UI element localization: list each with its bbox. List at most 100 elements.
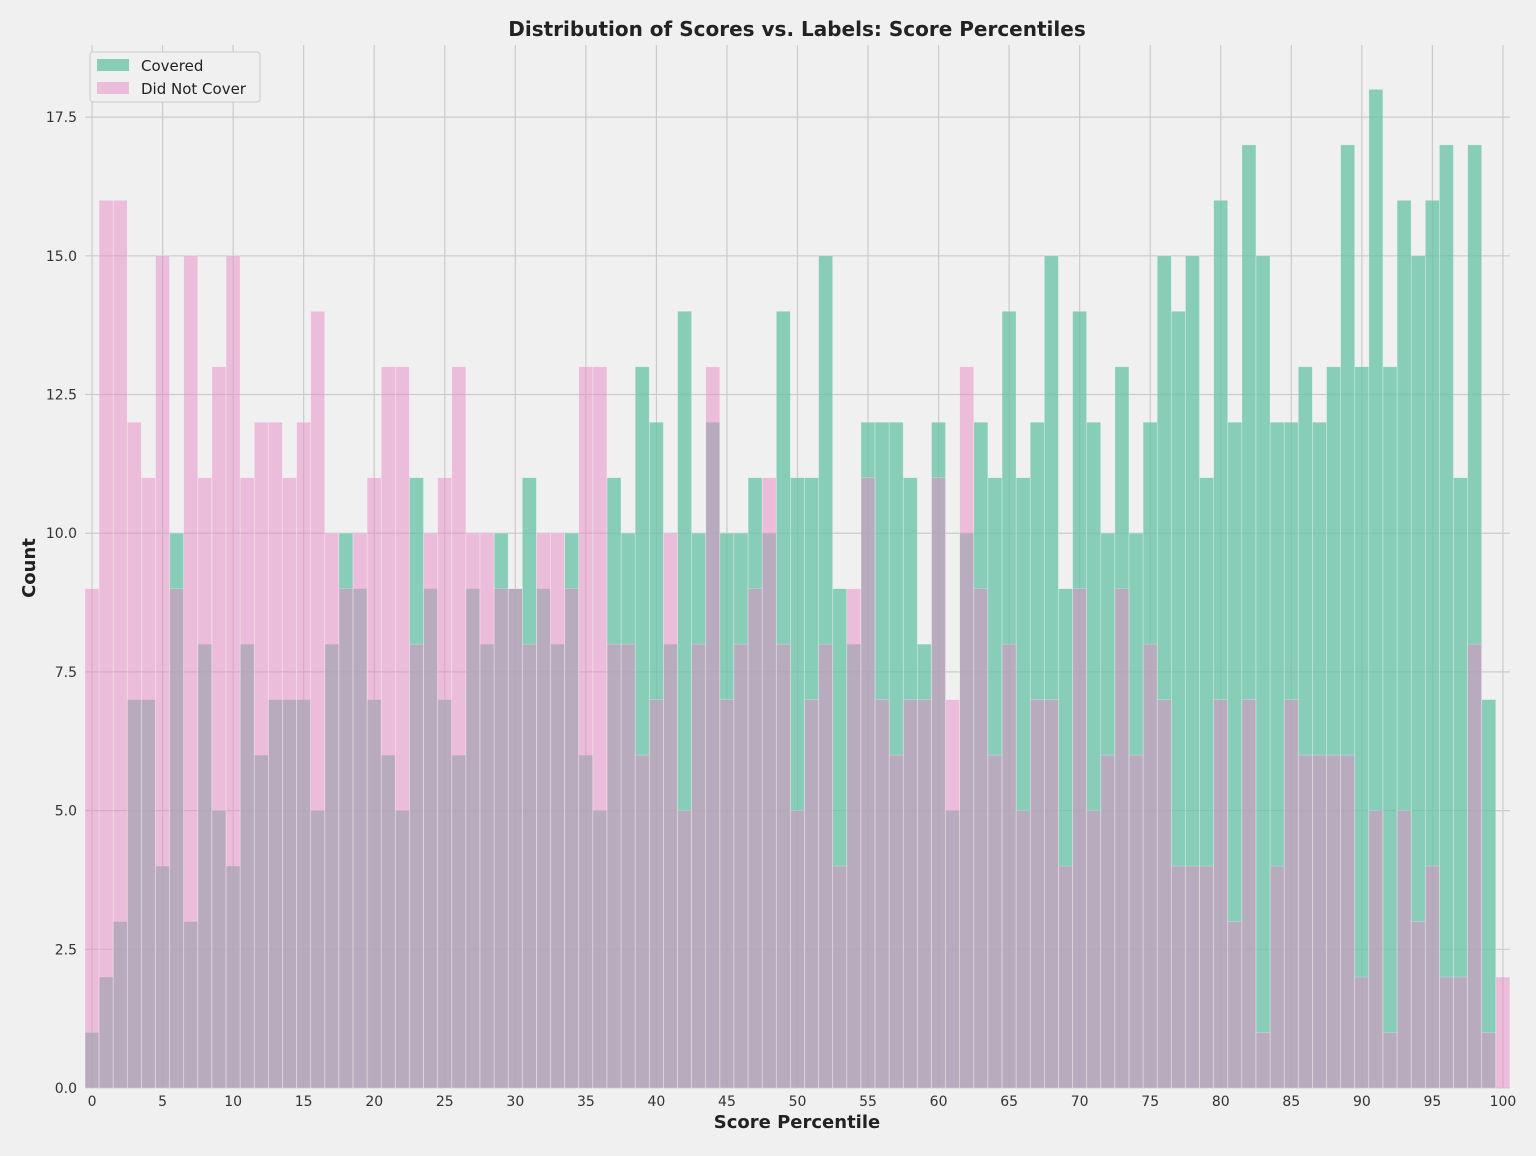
y-axis-label: Count: [19, 538, 40, 598]
bar: [409, 643, 424, 1089]
bar: [1100, 754, 1116, 1089]
bar: [1495, 976, 1511, 1089]
x-tick-label: 80: [1212, 1094, 1230, 1110]
bar: [1298, 754, 1313, 1089]
bar: [324, 532, 340, 1089]
bar: [663, 532, 678, 1089]
bar: [451, 366, 467, 1089]
y-tick-label: 0.0: [55, 1081, 77, 1097]
bar: [522, 643, 537, 1089]
x-tick-label: 100: [1490, 1094, 1517, 1110]
bar: [874, 699, 890, 1089]
x-tick-label: 55: [859, 1094, 877, 1110]
y-tick-label: 5.0: [55, 804, 77, 820]
bar: [310, 310, 326, 1089]
legend: Covered Did Not Cover: [89, 51, 261, 103]
bar: [127, 421, 142, 1089]
bar: [733, 643, 749, 1089]
bar: [1072, 588, 1087, 1089]
bar: [1058, 865, 1073, 1089]
bar: [804, 699, 819, 1089]
bar: [1382, 1032, 1398, 1089]
bar: [1015, 810, 1031, 1089]
bar: [1312, 754, 1327, 1089]
series-did-not-cover: [84, 200, 1511, 1089]
bar: [776, 643, 791, 1089]
bar: [268, 421, 283, 1089]
bar: [931, 477, 946, 1089]
bar: [1114, 588, 1130, 1089]
bar: [606, 643, 622, 1089]
bar: [366, 477, 382, 1089]
x-tick-label: 0: [88, 1094, 97, 1110]
bar: [1156, 699, 1172, 1089]
bar: [564, 588, 579, 1089]
x-tick-label: 65: [1000, 1094, 1018, 1110]
bar: [1269, 865, 1285, 1089]
bar: [112, 200, 128, 1089]
legend-label-did-not-cover: Did Not Cover: [141, 80, 247, 98]
x-axis-label: Score Percentile: [714, 1112, 880, 1133]
x-tick-label: 40: [647, 1094, 665, 1110]
bar: [197, 477, 213, 1089]
bar: [465, 532, 481, 1089]
x-tick-label: 15: [295, 1094, 313, 1110]
bar: [239, 477, 255, 1089]
bar: [1439, 144, 1454, 1089]
bar: [282, 477, 297, 1089]
bar: [1467, 643, 1482, 1089]
bar: [818, 643, 833, 1089]
bar: [1044, 699, 1059, 1089]
bar: [296, 421, 311, 1089]
bar: [437, 477, 452, 1089]
bar: [1326, 754, 1341, 1089]
bar: [380, 366, 396, 1089]
bar: [1128, 754, 1144, 1089]
bar: [155, 255, 170, 1089]
x-tick-label: 85: [1282, 1094, 1300, 1110]
bar: [1199, 865, 1214, 1089]
bar: [1368, 810, 1384, 1089]
bar: [352, 532, 368, 1089]
bar: [973, 588, 989, 1089]
bar: [1255, 1032, 1271, 1089]
bar: [1481, 699, 1497, 1089]
bar: [649, 699, 664, 1089]
x-tick-label: 5: [158, 1094, 167, 1110]
bar: [550, 532, 565, 1089]
legend-swatch-did-not-cover: [97, 82, 129, 94]
bar: [1340, 754, 1355, 1089]
bar: [1213, 699, 1228, 1089]
bar: [592, 366, 608, 1089]
bar: [536, 532, 551, 1089]
bar: [169, 588, 184, 1089]
y-tick-label: 7.5: [55, 665, 77, 681]
bar: [917, 699, 932, 1089]
bar: [832, 865, 848, 1089]
x-tick-label: 35: [577, 1094, 595, 1110]
bar: [183, 255, 199, 1089]
bar: [98, 200, 114, 1089]
y-tick-label: 10.0: [46, 526, 77, 542]
bar: [903, 699, 918, 1089]
bar: [1453, 976, 1468, 1089]
x-tick-label: 90: [1353, 1094, 1371, 1110]
bars-layer: [84, 89, 1511, 1089]
bar: [493, 588, 509, 1089]
bar: [338, 588, 354, 1089]
y-tick-label: 12.5: [46, 388, 77, 404]
bar: [225, 255, 241, 1089]
bar: [423, 532, 438, 1089]
bar: [719, 699, 735, 1089]
x-tick-label: 50: [789, 1094, 807, 1110]
bar: [254, 421, 269, 1089]
bar: [1185, 865, 1200, 1089]
bar: [507, 588, 523, 1089]
bar: [1001, 643, 1017, 1089]
legend-swatch-covered: [97, 59, 129, 71]
y-tick-label: 2.5: [55, 942, 77, 958]
bar: [1410, 921, 1426, 1089]
bar: [1086, 810, 1102, 1089]
